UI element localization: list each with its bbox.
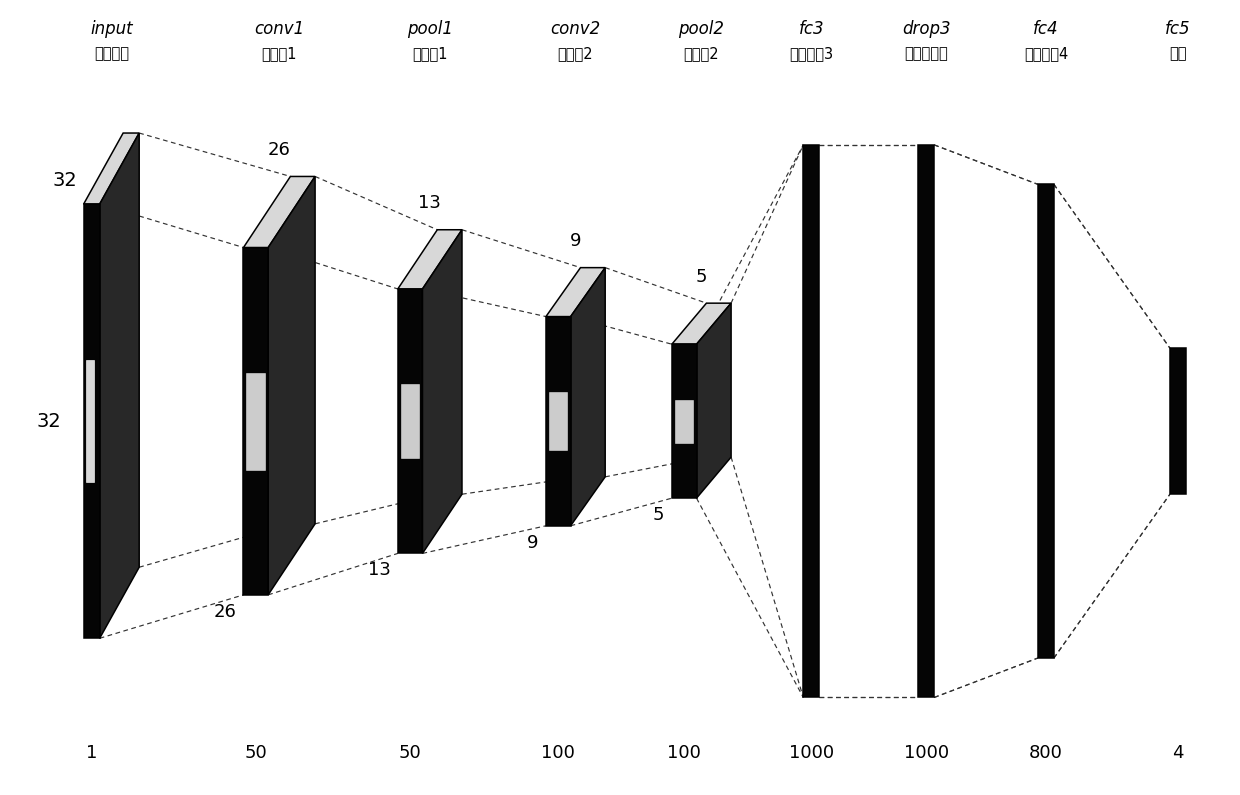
Text: pool1: pool1 <box>407 20 453 38</box>
Bar <box>675 400 693 443</box>
Text: 全连接层3: 全连接层3 <box>790 46 833 61</box>
Text: 32: 32 <box>53 171 77 190</box>
Text: 32: 32 <box>37 412 62 431</box>
Bar <box>804 145 820 697</box>
Bar <box>1038 184 1054 658</box>
Text: 9: 9 <box>570 232 582 250</box>
Text: 池化层2: 池化层2 <box>683 46 719 61</box>
Text: 输入图片: 输入图片 <box>94 46 129 61</box>
Bar <box>247 373 265 470</box>
Text: 防过拟合层: 防过拟合层 <box>904 46 949 61</box>
Polygon shape <box>697 303 732 498</box>
Text: 13: 13 <box>418 194 441 212</box>
Polygon shape <box>672 344 697 498</box>
Polygon shape <box>672 303 732 344</box>
Text: fc4: fc4 <box>1033 20 1059 38</box>
Text: conv1: conv1 <box>254 20 304 38</box>
Text: conv2: conv2 <box>551 20 600 38</box>
Text: pool2: pool2 <box>678 20 724 38</box>
Text: 卷积层2: 卷积层2 <box>558 46 594 61</box>
Polygon shape <box>99 133 139 638</box>
Polygon shape <box>83 133 139 204</box>
Polygon shape <box>398 289 423 553</box>
Text: 池化层1: 池化层1 <box>412 46 448 61</box>
Text: fc5: fc5 <box>1166 20 1190 38</box>
Text: 50: 50 <box>399 744 422 762</box>
Text: 800: 800 <box>1029 744 1063 762</box>
Text: 1000: 1000 <box>904 744 949 762</box>
Text: 4: 4 <box>1172 744 1184 762</box>
Polygon shape <box>243 247 268 595</box>
Text: drop3: drop3 <box>901 20 950 38</box>
Text: 1: 1 <box>86 744 98 762</box>
Text: 26: 26 <box>268 141 290 159</box>
Text: 50: 50 <box>244 744 267 762</box>
Text: 9: 9 <box>527 533 538 552</box>
Polygon shape <box>423 230 463 553</box>
Bar <box>1171 348 1185 494</box>
Text: 100: 100 <box>542 744 575 762</box>
Polygon shape <box>83 204 99 638</box>
Polygon shape <box>243 176 315 247</box>
Bar <box>401 384 419 458</box>
Bar <box>549 392 568 451</box>
Text: 26: 26 <box>213 603 236 621</box>
Text: fc3: fc3 <box>799 20 825 38</box>
Text: 卷积层1: 卷积层1 <box>262 46 298 61</box>
Polygon shape <box>546 268 605 316</box>
Bar <box>918 145 934 697</box>
Text: 5: 5 <box>653 506 665 524</box>
Text: 1000: 1000 <box>789 744 835 762</box>
Text: input: input <box>91 20 133 38</box>
Polygon shape <box>546 316 570 525</box>
Text: 全连接层4: 全连接层4 <box>1024 46 1068 61</box>
Text: 100: 100 <box>667 744 701 762</box>
Text: 5: 5 <box>696 268 707 285</box>
Text: 输出: 输出 <box>1169 46 1187 61</box>
Polygon shape <box>398 230 463 289</box>
Polygon shape <box>268 176 315 595</box>
Polygon shape <box>570 268 605 525</box>
Bar <box>86 360 94 482</box>
Text: 13: 13 <box>367 561 391 580</box>
